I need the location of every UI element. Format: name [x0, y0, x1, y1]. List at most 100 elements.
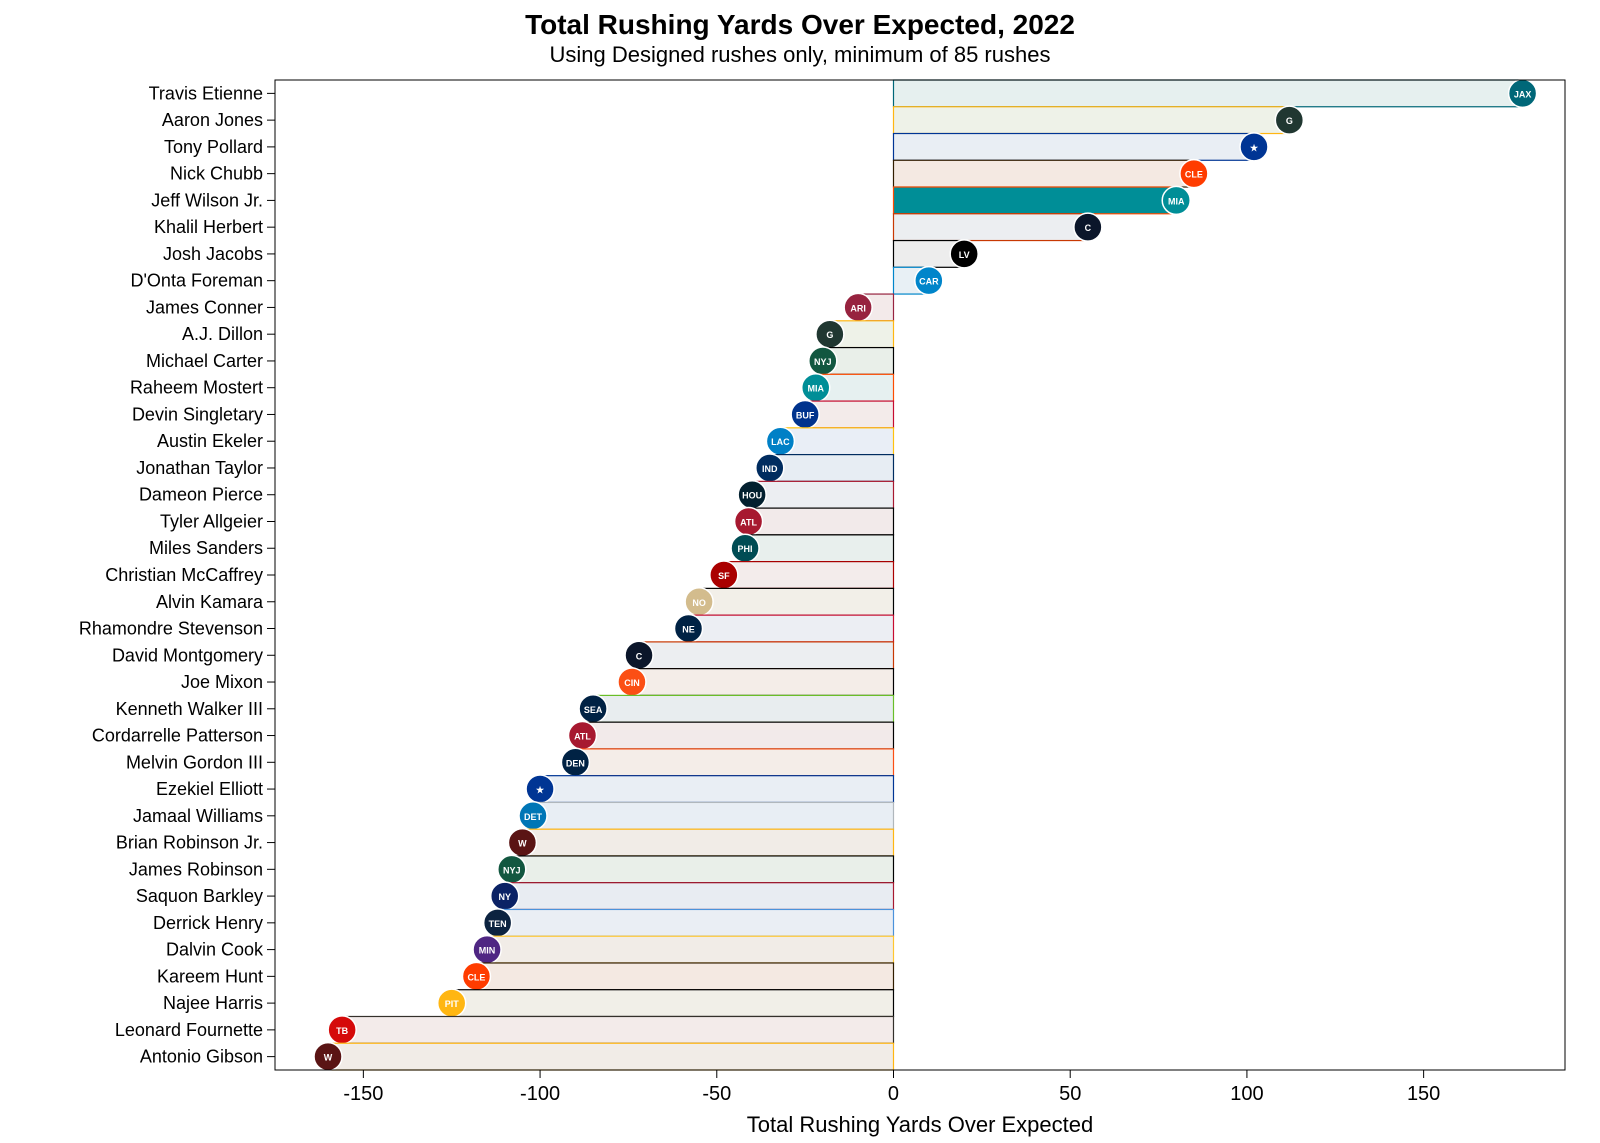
player-label: D'Onta Foreman — [131, 271, 264, 291]
team-logo: BUF — [791, 400, 819, 428]
team-logo: ATL — [568, 722, 596, 750]
svg-text:JAX: JAX — [1514, 89, 1532, 99]
x-tick-label: 50 — [1059, 1083, 1081, 1105]
team-logo: HOU — [738, 481, 766, 509]
x-tick-label: -100 — [520, 1083, 560, 1105]
svg-text:C: C — [636, 651, 643, 661]
player-label: Cordarrelle Patterson — [92, 726, 263, 746]
player-label: Aaron Jones — [162, 110, 263, 130]
player-label: Brian Robinson Jr. — [116, 833, 263, 853]
svg-text:MIA: MIA — [1168, 196, 1185, 206]
player-label: A.J. Dillon — [182, 324, 263, 344]
team-logo: NYJ — [498, 855, 526, 883]
bar — [342, 1016, 893, 1043]
bar — [689, 615, 894, 642]
player-label: Tony Pollard — [164, 137, 263, 157]
svg-text:BUF: BUF — [796, 410, 815, 420]
svg-text:PIT: PIT — [445, 999, 460, 1009]
player-label: Austin Ekeler — [157, 431, 263, 451]
rushing-yards-chart: Total Rushing Yards Over Expected, 2022U… — [0, 0, 1600, 1143]
team-logo: ★ — [1240, 133, 1268, 161]
player-label: Dameon Pierce — [139, 485, 263, 505]
svg-text:W: W — [324, 1053, 333, 1063]
svg-text:C: C — [1085, 223, 1092, 233]
bar — [639, 642, 893, 669]
team-logo: CLE — [1180, 160, 1208, 188]
player-label: Josh Jacobs — [163, 244, 263, 264]
bar — [505, 883, 894, 910]
bar — [893, 187, 1176, 214]
x-tick-label: 100 — [1230, 1083, 1263, 1105]
bar — [770, 455, 894, 482]
svg-text:DET: DET — [524, 812, 543, 822]
svg-text:CLE: CLE — [1185, 170, 1203, 180]
team-logo: MIA — [802, 374, 830, 402]
svg-text:NYJ: NYJ — [814, 357, 832, 367]
player-label: Nick Chubb — [170, 164, 263, 184]
svg-text:LV: LV — [959, 250, 970, 260]
chart-title: Total Rushing Yards Over Expected, 2022 — [525, 9, 1075, 40]
team-logo: SEA — [579, 695, 607, 723]
bar — [476, 963, 893, 990]
bar — [540, 776, 893, 803]
player-label: Michael Carter — [146, 351, 263, 371]
bar — [699, 588, 893, 615]
svg-text:TB: TB — [336, 1026, 348, 1036]
svg-text:NE: NE — [682, 625, 695, 635]
bar — [533, 802, 893, 829]
svg-text:DEN: DEN — [566, 758, 585, 768]
svg-text:CIN: CIN — [624, 678, 640, 688]
player-label: Ezekiel Elliott — [156, 779, 263, 799]
svg-text:NYJ: NYJ — [503, 865, 521, 875]
svg-text:ATL: ATL — [740, 517, 757, 527]
player-label: Najee Harris — [163, 993, 263, 1013]
svg-text:PHI: PHI — [738, 544, 753, 554]
team-logo: LAC — [766, 427, 794, 455]
svg-text:NO: NO — [692, 598, 706, 608]
svg-text:LAC: LAC — [771, 437, 790, 447]
x-tick-label: -150 — [343, 1083, 383, 1105]
team-logo: ARI — [844, 293, 872, 321]
player-label: James Robinson — [129, 859, 263, 879]
bar — [487, 936, 893, 963]
team-logo: G — [816, 320, 844, 348]
player-label: Devin Singletary — [132, 404, 263, 424]
svg-text:SEA: SEA — [584, 705, 603, 715]
team-logo: C — [625, 641, 653, 669]
svg-text:MIN: MIN — [479, 946, 496, 956]
player-label: Leonard Fournette — [115, 1020, 263, 1040]
bar — [593, 695, 893, 722]
team-logo: G — [1275, 106, 1303, 134]
team-logo: MIN — [473, 936, 501, 964]
player-label: Alvin Kamara — [156, 592, 264, 612]
bar — [575, 749, 893, 776]
bar — [893, 214, 1087, 241]
svg-text:CLE: CLE — [467, 972, 485, 982]
bar — [452, 990, 894, 1017]
player-label: Jamaal Williams — [133, 806, 263, 826]
svg-text:CAR: CAR — [919, 277, 939, 287]
bar — [893, 107, 1289, 134]
bar — [582, 722, 893, 749]
team-logo: MIA — [1162, 186, 1190, 214]
bar — [752, 481, 893, 508]
x-tick-label: -50 — [702, 1083, 731, 1105]
team-logo: DET — [519, 802, 547, 830]
svg-text:ARI: ARI — [850, 303, 866, 313]
x-axis-label: Total Rushing Yards Over Expected — [747, 1112, 1093, 1137]
team-logo: W — [314, 1043, 342, 1071]
bar — [522, 829, 893, 856]
team-logo: CLE — [462, 962, 490, 990]
svg-text:TEN: TEN — [489, 919, 507, 929]
player-label: James Conner — [146, 297, 263, 317]
player-label: Dalvin Cook — [166, 940, 264, 960]
player-label: Jeff Wilson Jr. — [151, 190, 263, 210]
chart-subtitle: Using Designed rushes only, minimum of 8… — [550, 42, 1051, 67]
player-label: Kenneth Walker III — [116, 699, 263, 719]
svg-text:★: ★ — [1250, 143, 1259, 153]
player-label: Khalil Herbert — [154, 217, 263, 237]
team-logo: NO — [685, 588, 713, 616]
player-label: David Montgomery — [112, 645, 263, 665]
player-label: Christian McCaffrey — [105, 565, 263, 585]
svg-text:G: G — [1286, 116, 1293, 126]
